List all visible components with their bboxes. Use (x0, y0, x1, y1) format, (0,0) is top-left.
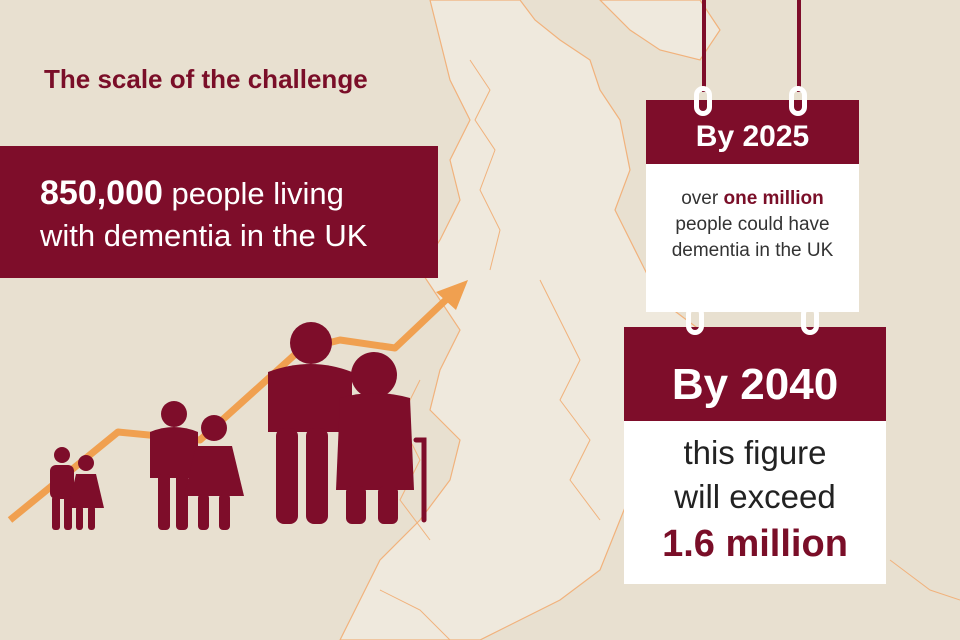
card-2025: By 2025 over one million people could ha… (646, 100, 859, 312)
family-group-icon (50, 322, 427, 530)
binder-ring-icon (789, 86, 807, 116)
stat-line-2: with dementia in the UK (40, 218, 368, 253)
card-2025-highlight: one million (723, 188, 824, 209)
card-2040-line-2: will exceed (674, 478, 836, 515)
stat-line-1: 850,000 people living (40, 172, 438, 215)
hanging-string-right (797, 0, 801, 92)
uk-map-outline (339, 0, 960, 640)
hanging-string-left (702, 0, 706, 92)
page-title: The scale of the challenge (44, 64, 368, 94)
binder-ring-icon (694, 86, 712, 116)
card-2040-line-1: this figure (683, 434, 827, 471)
card-2040-body: this figure will exceed 1.6 million (624, 421, 886, 569)
card-2040-heading: By 2040 (624, 327, 886, 421)
card-2025-line-1: over one million (646, 186, 859, 212)
card-2025-line1-pre: over (681, 188, 724, 209)
card-2025-heading: By 2025 (646, 100, 859, 164)
card-2025-line-3: dementia in the UK (671, 240, 834, 261)
binder-ring-icon (801, 305, 819, 335)
stat-banner: 850,000 people living with dementia in t… (0, 146, 438, 278)
binder-ring-icon (686, 305, 704, 335)
stat-line1-text: people living (162, 176, 344, 211)
stat-number: 850,000 (40, 174, 163, 212)
card-2040-highlight: 1.6 million (662, 523, 848, 565)
card-2025-line-2: people could have (675, 214, 830, 235)
card-2025-body: over one million people could have demen… (646, 164, 859, 264)
card-2040: By 2040 this figure will exceed 1.6 mill… (624, 327, 886, 584)
